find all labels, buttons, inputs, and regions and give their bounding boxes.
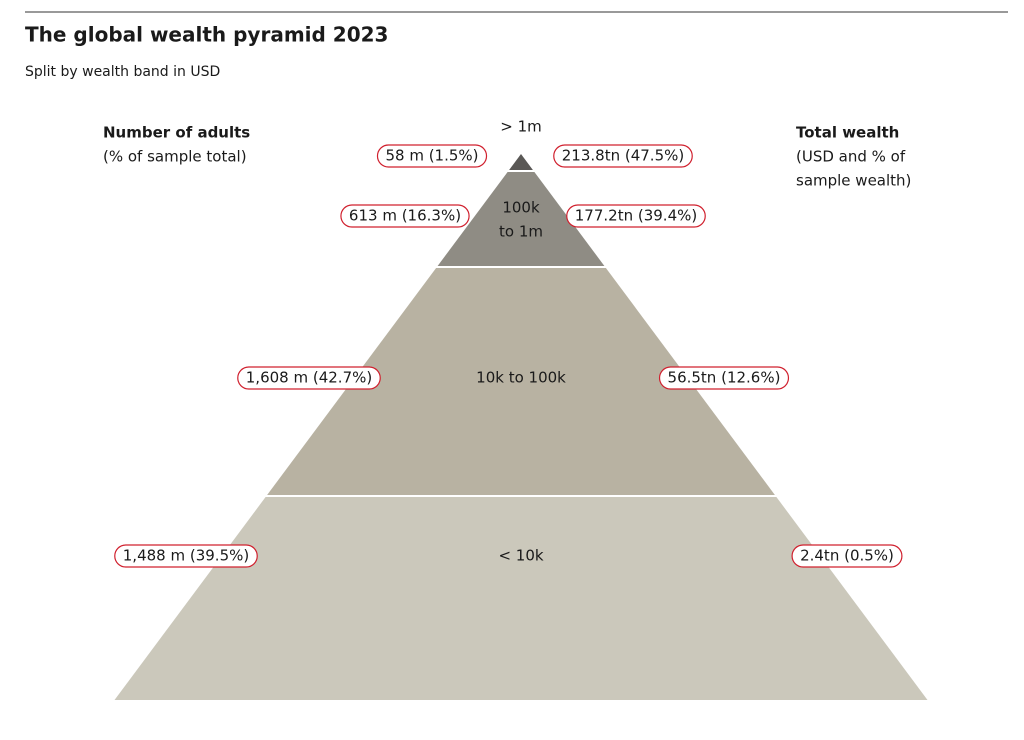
band-label: < 10k (498, 547, 543, 565)
tier-10k-100k (267, 268, 775, 495)
band-label: to 1m (499, 223, 543, 241)
pill-box (114, 544, 258, 568)
pill-box (237, 366, 381, 390)
wealth-label: 213.8tn (47.5%) (562, 147, 684, 165)
band-label: 100k (502, 199, 540, 217)
adults-label: 58 m (1.5%) (385, 147, 478, 165)
pill-box (791, 544, 903, 568)
band-label: 10k to 100k (476, 369, 566, 387)
pill-box (658, 366, 790, 390)
adults-pill: 1,488 m (39.5%) (114, 544, 258, 568)
right-note: sample wealth) (796, 172, 911, 190)
title: The global wealth pyramid 2023 (25, 23, 388, 47)
subtitle: Split by wealth band in USD (25, 64, 220, 80)
band-label: > 1m (500, 118, 542, 136)
wealth-pill: 56.5tn (12.6%) (658, 366, 790, 390)
wealth-pill: 177.2tn (39.4%) (566, 204, 706, 228)
right-note: (USD and % of (796, 148, 906, 166)
tier-top (509, 154, 533, 170)
left-heading: Number of adults (103, 124, 250, 142)
pill-box (553, 144, 693, 168)
left-note: (% of sample total) (103, 148, 247, 166)
wealth-pill: 213.8tn (47.5%) (553, 144, 693, 168)
wealth-pill: 2.4tn (0.5%) (791, 544, 903, 568)
tier-100k-1m (437, 172, 605, 266)
wealth-label: 2.4tn (0.5%) (800, 547, 894, 565)
right-heading: Total wealth (796, 124, 899, 142)
adults-pill: 58 m (1.5%) (376, 144, 488, 168)
pill-box (566, 204, 706, 228)
pill-box (340, 204, 470, 228)
adults-label: 1,608 m (42.7%) (246, 369, 372, 387)
tier-below-10k (114, 497, 928, 700)
adults-label: 613 m (16.3%) (349, 207, 461, 225)
adults-pill: 613 m (16.3%) (340, 204, 470, 228)
wealth-label: 177.2tn (39.4%) (575, 207, 697, 225)
adults-label: 1,488 m (39.5%) (123, 547, 249, 565)
pill-box (376, 144, 488, 168)
wealth-label: 56.5tn (12.6%) (668, 369, 781, 387)
adults-pill: 1,608 m (42.7%) (237, 366, 381, 390)
